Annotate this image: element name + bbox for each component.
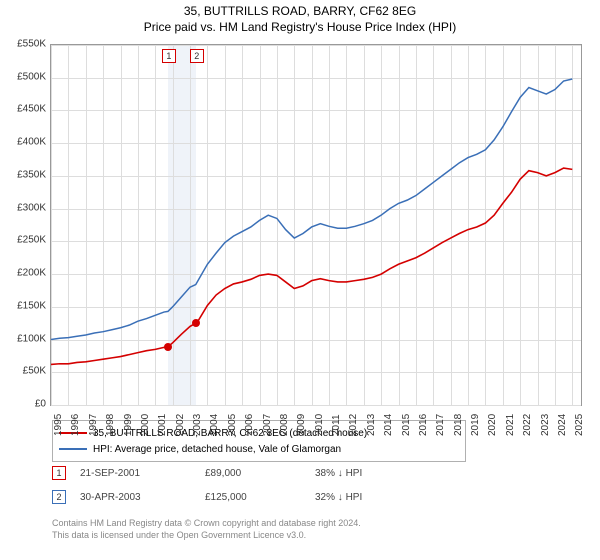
x-tick-label: 2023 [540,414,551,436]
x-tick-label: 2022 [522,414,533,436]
y-tick-label: £450K [2,104,46,115]
y-tick-label: £350K [2,169,46,180]
x-tick-label: 2001 [157,414,168,436]
x-tick-label: 1995 [53,414,64,436]
legend-item-1: 35, BUTTRILLS ROAD, BARRY, CF62 8EG (det… [59,425,459,441]
sale-marker-box: 2 [190,49,204,63]
y-tick-label: £150K [2,300,46,311]
x-tick-label: 1997 [88,414,99,436]
x-tick-label: 2008 [279,414,290,436]
sale-dot-icon [192,319,200,327]
line-series-svg [51,45,581,405]
x-tick-label: 2004 [209,414,220,436]
sale-date: 21-SEP-2001 [80,468,205,479]
sale-dot-icon [164,343,172,351]
sale-marker-box: 1 [162,49,176,63]
y-tick-label: £100K [2,333,46,344]
sale-relative: 38% ↓ HPI [315,468,362,479]
x-tick-label: 2006 [244,414,255,436]
sale-date: 30-APR-2003 [80,492,205,503]
x-tick-label: 2016 [418,414,429,436]
x-tick-label: 2020 [487,414,498,436]
x-tick-label: 2009 [296,414,307,436]
footer-line2: This data is licensed under the Open Gov… [52,530,361,542]
x-tick-label: 2012 [348,414,359,436]
x-tick-label: 1999 [123,414,134,436]
series-line [51,168,572,364]
y-tick-label: £0 [2,399,46,410]
y-tick-label: £550K [2,39,46,50]
x-tick-label: 2007 [262,414,273,436]
x-tick-label: 2000 [140,414,151,436]
x-tick-label: 2002 [175,414,186,436]
footer-text: Contains HM Land Registry data © Crown c… [52,518,361,541]
y-tick-label: £400K [2,137,46,148]
sale-price: £125,000 [205,492,315,503]
chart-title-line1: 35, BUTTRILLS ROAD, BARRY, CF62 8EG [0,0,600,18]
legend-line-icon [59,448,87,450]
x-tick-label: 2005 [227,414,238,436]
x-tick-label: 2024 [557,414,568,436]
x-tick-label: 2018 [453,414,464,436]
y-tick-label: £300K [2,202,46,213]
x-tick-label: 2015 [401,414,412,436]
sale-marker-icon: 1 [52,466,66,480]
x-tick-label: 1996 [70,414,81,436]
x-tick-label: 2021 [505,414,516,436]
x-tick-label: 2011 [331,414,342,436]
chart-container: 35, BUTTRILLS ROAD, BARRY, CF62 8EG Pric… [0,0,600,560]
x-tick-label: 2003 [192,414,203,436]
y-tick-label: £50K [2,366,46,377]
x-tick-label: 2025 [574,414,585,436]
legend-item-2: HPI: Average price, detached house, Vale… [59,441,459,457]
x-tick-label: 2010 [314,414,325,436]
series-line [51,79,572,340]
plot-area: 12 [50,44,582,406]
sale-relative: 32% ↓ HPI [315,492,362,503]
chart-title-line2: Price paid vs. HM Land Registry's House … [0,18,600,34]
sale-row-1: 1 21-SEP-2001 £89,000 38% ↓ HPI [52,466,362,480]
legend-label: HPI: Average price, detached house, Vale… [93,444,341,455]
x-tick-label: 2019 [470,414,481,436]
y-tick-label: £500K [2,71,46,82]
y-tick-label: £200K [2,268,46,279]
x-tick-label: 1998 [105,414,116,436]
sale-marker-icon: 2 [52,490,66,504]
sale-price: £89,000 [205,468,315,479]
x-tick-label: 2013 [366,414,377,436]
footer-line1: Contains HM Land Registry data © Crown c… [52,518,361,530]
sale-row-2: 2 30-APR-2003 £125,000 32% ↓ HPI [52,490,362,504]
gridline [51,405,581,406]
y-tick-label: £250K [2,235,46,246]
x-tick-label: 2017 [435,414,446,436]
x-tick-label: 2014 [383,414,394,436]
